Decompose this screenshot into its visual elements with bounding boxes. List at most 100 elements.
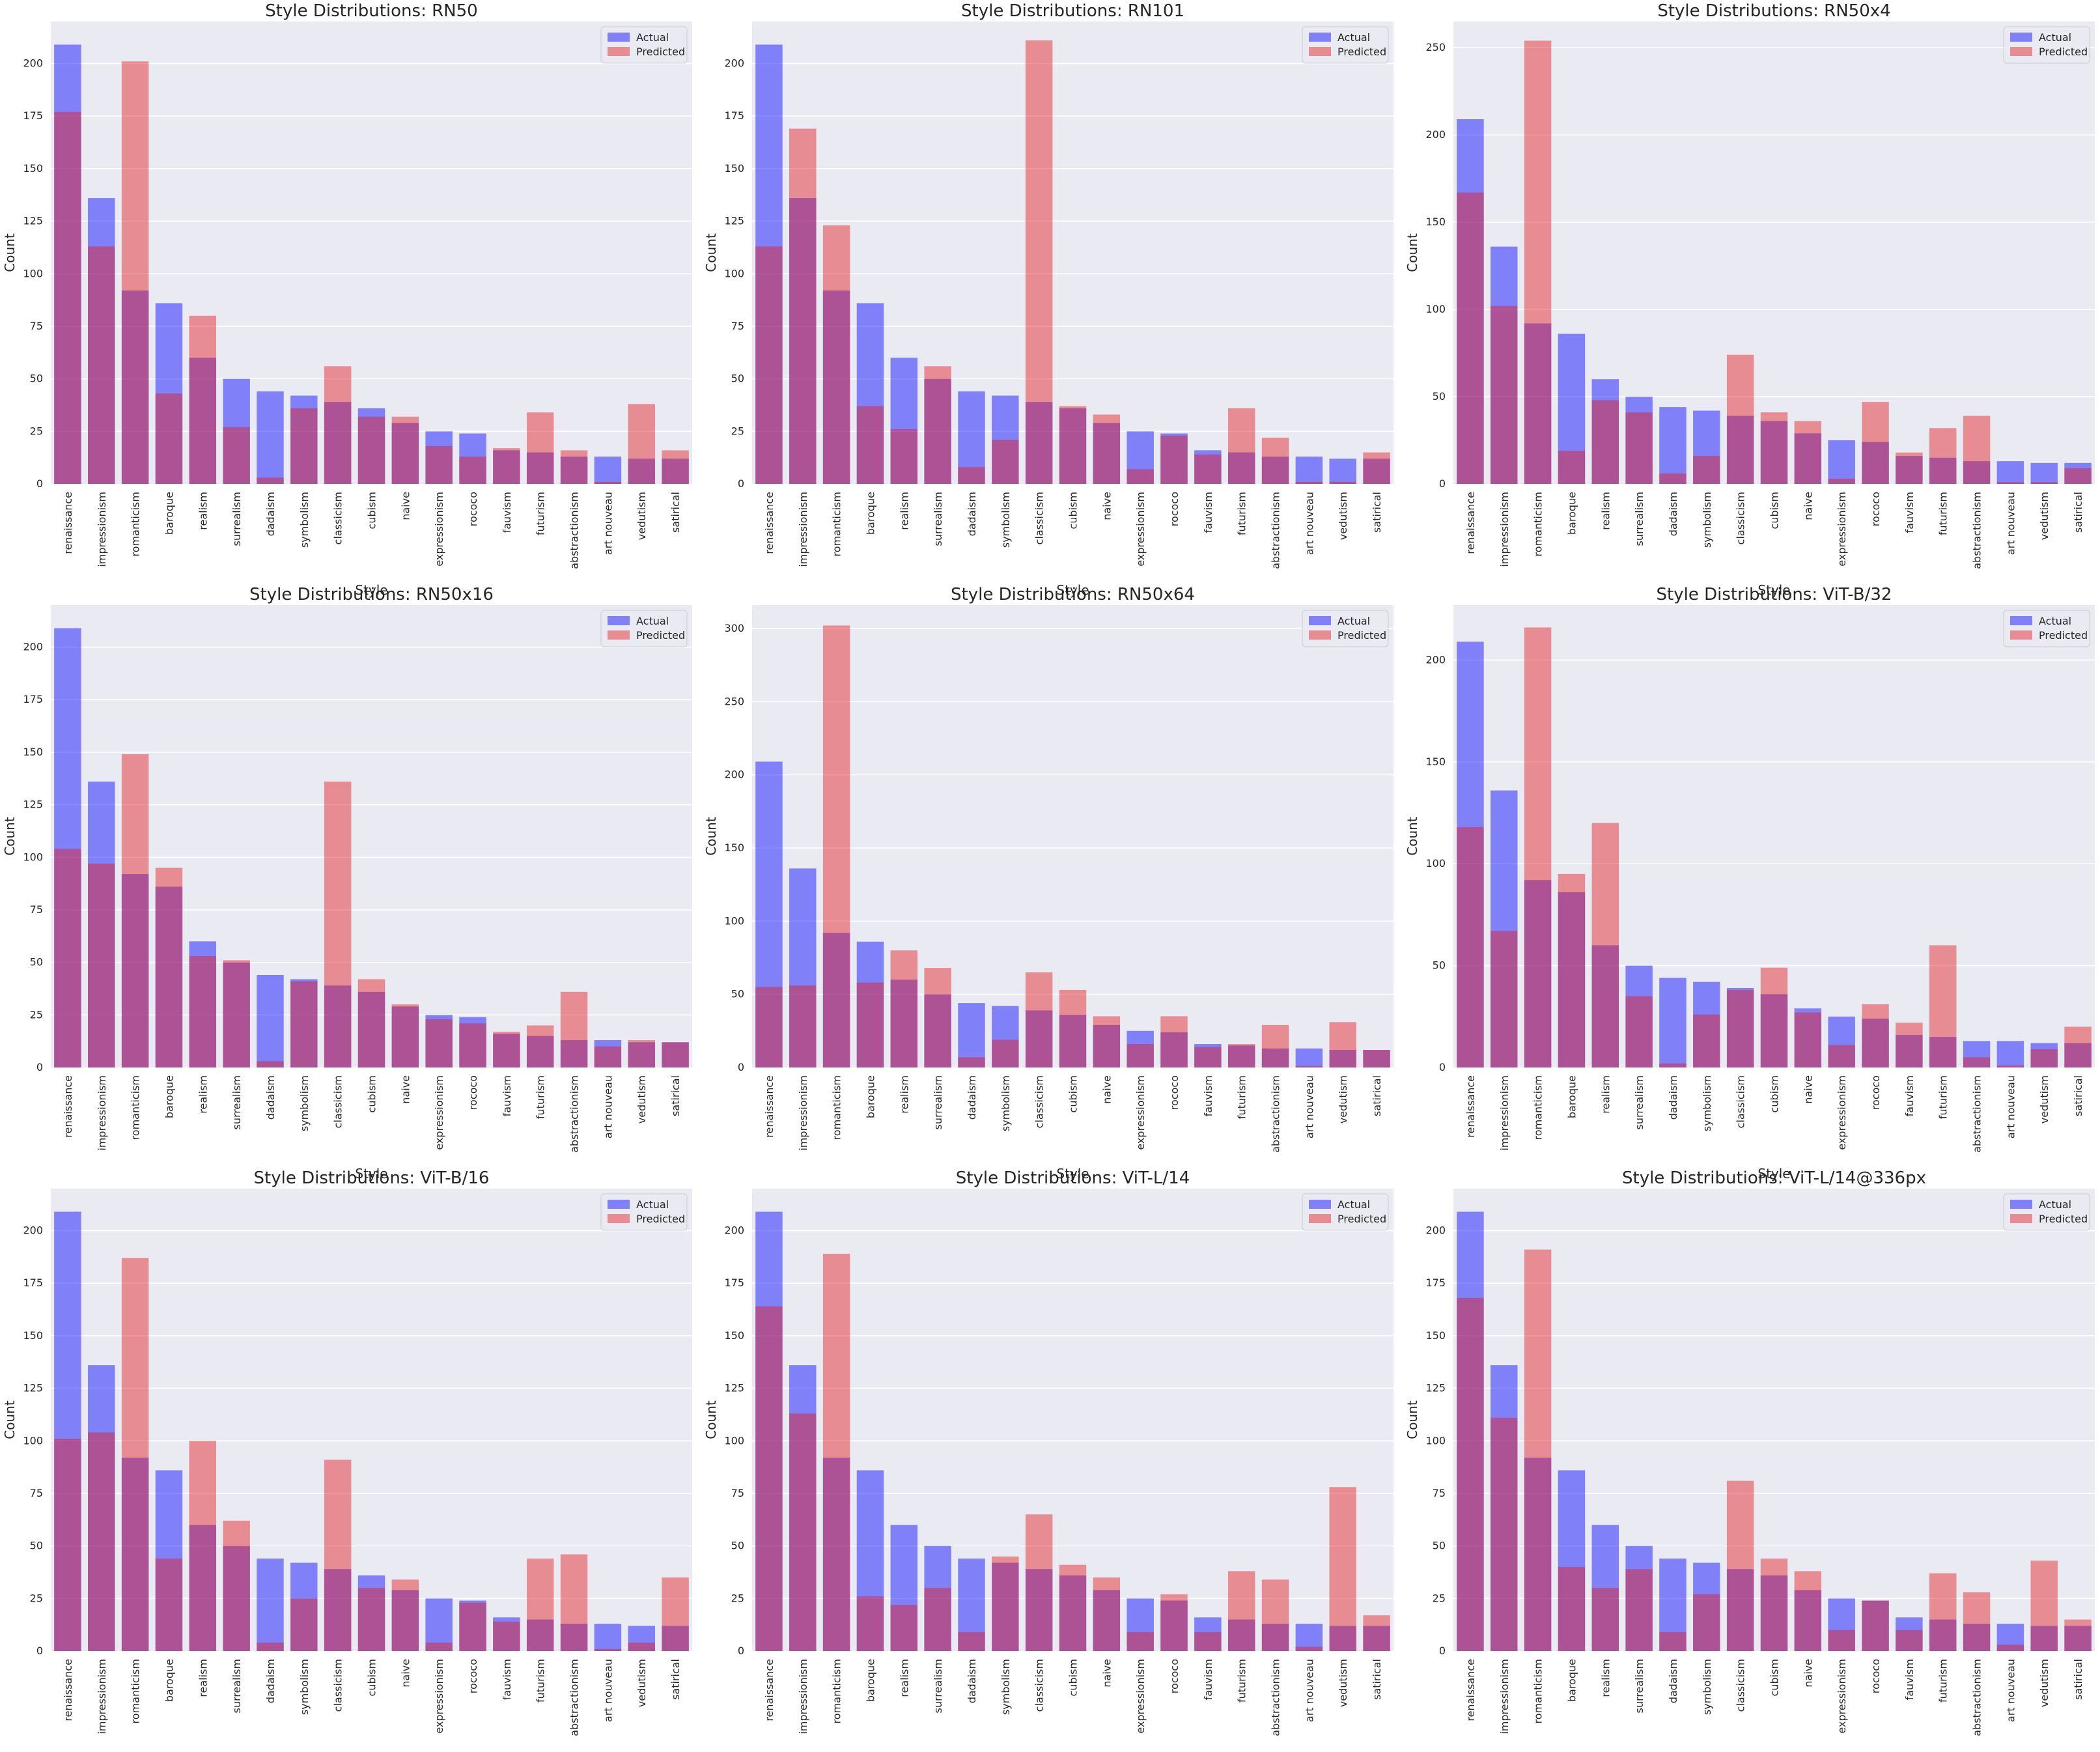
legend-swatch-actual [2010, 33, 2032, 42]
x-tick-label: renaissance [62, 492, 74, 554]
bar-predicted [1491, 305, 1518, 484]
bar-actual [856, 303, 884, 484]
x-tick-label: art nouveau [1303, 1659, 1315, 1722]
x-tick-label: rococo [467, 1659, 479, 1693]
y-tick-label: 25 [30, 425, 43, 437]
x-tick-label: vedutism [2038, 1659, 2051, 1707]
y-tick-label: 175 [724, 1277, 744, 1289]
y-tick-label: 0 [738, 1061, 744, 1073]
bar-predicted [890, 429, 918, 484]
bar-predicted [459, 1602, 486, 1651]
bar-actual [1963, 1624, 1991, 1651]
y-tick-label: 175 [23, 1277, 43, 1289]
bar-predicted [1794, 421, 1822, 484]
bar-predicted [1363, 1615, 1390, 1651]
bar-actual [560, 1624, 588, 1651]
bar-predicted [526, 412, 554, 484]
y-tick-label: 75 [30, 320, 43, 332]
bar-actual [526, 1036, 554, 1067]
x-tick-label: realism [197, 1075, 209, 1114]
bar-actual [1329, 459, 1356, 484]
legend-swatch-predicted [2010, 1214, 2032, 1223]
bar-predicted [88, 246, 115, 484]
x-tick-label: futurism [1937, 492, 1950, 535]
bar-actual [1059, 408, 1087, 484]
chart-title: Style Distributions: ViT-L/14@336px [1622, 1168, 1926, 1188]
x-tick-label: expressionism [1836, 492, 1848, 567]
bar-actual [357, 408, 385, 484]
bar-actual [958, 391, 985, 484]
bar-predicted [822, 625, 850, 1067]
x-tick-label: naive [1100, 492, 1113, 520]
x-tick-label: abstractionism [1270, 492, 1282, 569]
bar-actual [992, 395, 1019, 484]
bar-predicted [1929, 428, 1957, 484]
y-tick-label: 150 [23, 1329, 43, 1342]
x-axis-label: Style [355, 1166, 387, 1181]
x-tick-label: realism [1599, 1659, 1612, 1697]
bar-predicted [1194, 454, 1222, 484]
bar-predicted [1659, 1632, 1687, 1651]
x-axis-label: Style [1757, 1166, 1790, 1181]
bar-actual [662, 1626, 689, 1651]
bar-predicted [2030, 1049, 2058, 1067]
x-tick-label: romanticism [1532, 1659, 1545, 1723]
plot-area [1453, 1189, 2095, 1651]
bar-predicted [357, 416, 385, 484]
bar-actual [88, 782, 115, 1067]
y-tick-label: 125 [724, 215, 744, 227]
x-tick-label: realism [1599, 1075, 1612, 1114]
legend-swatch-predicted [608, 630, 630, 640]
bar-predicted [1457, 1297, 1484, 1651]
x-tick-label: fauvism [1903, 1075, 1916, 1116]
x-tick-label: rococo [1168, 492, 1181, 526]
bar-predicted [257, 477, 284, 484]
y-tick-label: 100 [724, 914, 744, 927]
x-tick-label: dadaism [966, 492, 978, 536]
bar-actual [121, 1458, 149, 1651]
bar-predicted [1896, 452, 1923, 484]
y-tick-label: 50 [731, 373, 744, 385]
bar-actual [1760, 994, 1788, 1067]
bar-predicted [789, 1413, 817, 1651]
x-tick-label: romanticism [130, 1659, 142, 1723]
bar-predicted [189, 315, 217, 484]
bar-predicted [1295, 481, 1323, 484]
bar-predicted [2030, 482, 2058, 484]
bar-actual [1659, 407, 1687, 484]
bar-actual [1160, 1600, 1188, 1651]
x-tick-label: symbolism [298, 1659, 311, 1715]
legend [2003, 26, 2090, 64]
bar-actual [1591, 379, 1619, 484]
bar-predicted [1457, 192, 1484, 484]
bar-actual [526, 452, 554, 484]
bar-actual [1929, 1037, 1957, 1067]
x-tick-label: cubism [1769, 1659, 1781, 1696]
bar-actual [1726, 416, 1754, 484]
legend [2003, 610, 2090, 647]
bar-predicted [1194, 1047, 1222, 1067]
y-tick-label: 75 [731, 320, 744, 332]
bar-predicted [88, 863, 115, 1067]
bar-predicted [1828, 1630, 1855, 1651]
bar-predicted [2064, 468, 2092, 484]
bar-actual [2030, 1043, 2058, 1067]
x-tick-label: vedutism [636, 1075, 648, 1123]
bar-actual [1896, 1617, 1923, 1651]
y-axis-label: Count [2, 1400, 18, 1439]
chart-title: Style Distributions: RN101 [961, 1, 1184, 21]
bar-actual [1625, 397, 1653, 484]
x-tick-label: symbolism [1000, 1659, 1012, 1715]
bar-actual [1491, 790, 1518, 1067]
bar-actual [662, 459, 689, 484]
y-tick-label: 200 [724, 57, 744, 70]
bar-actual [1794, 1008, 1822, 1067]
y-tick-label: 50 [30, 1540, 43, 1552]
plot-area [752, 605, 1393, 1067]
bar-actual [1862, 442, 1889, 484]
y-tick-label: 0 [36, 1645, 43, 1657]
bar-actual [789, 198, 817, 484]
bar-actual [662, 1042, 689, 1067]
legend-swatch-actual [1309, 616, 1331, 625]
